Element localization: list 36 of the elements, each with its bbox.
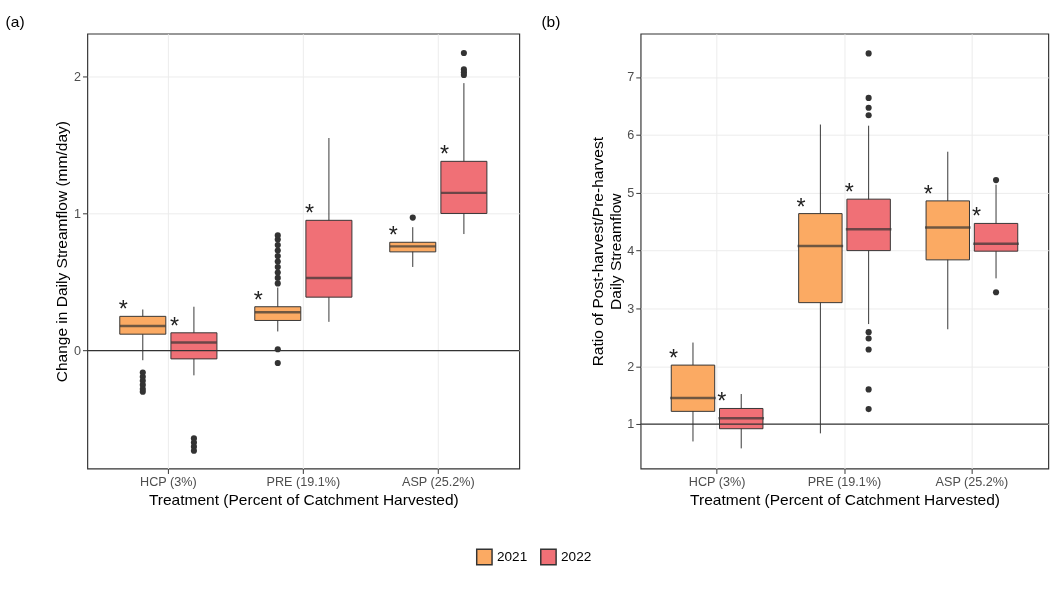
annotation: * <box>923 180 933 207</box>
annotation: * <box>118 296 128 323</box>
y-tick-label: 1 <box>627 417 635 432</box>
y-tick-label: 3 <box>627 301 635 316</box>
chart-title: (a) <box>5 12 25 30</box>
legend-label: 2022 <box>561 548 592 564</box>
annotation: * <box>796 193 806 220</box>
x-tick-label: ASP (25.2%) <box>401 474 475 489</box>
y-tick-label: 4 <box>627 243 635 258</box>
y-tick-label: 2 <box>627 359 635 374</box>
annotation: * <box>169 312 180 339</box>
annotation: * <box>972 203 982 230</box>
y-axis-title: Ratio of Post-harvest/Pre-harvest Daily Streamflow <box>589 136 624 367</box>
x-tick-label: HCP (3%) <box>688 474 746 489</box>
annotation: * <box>717 388 727 415</box>
annotation: * <box>669 345 679 372</box>
x-tick-label: PRE (19.1%) <box>266 474 341 489</box>
x-axis-title: Treatment (Percent of Catchment Harvested) <box>690 491 1000 509</box>
y-axis-title: Change in Daily Streamflow (mm/day) <box>53 121 71 383</box>
x-axis-title: Treatment (Percent of Catchment Harvested) <box>148 491 459 509</box>
y-tick-label: 2 <box>74 69 82 84</box>
y-tick-label: 5 <box>627 186 635 201</box>
annotation: * <box>253 286 263 313</box>
x-tick-label: PRE (19.1%) <box>807 474 882 489</box>
legend-label: 2021 <box>497 548 528 564</box>
y-tick-label: 6 <box>627 128 635 143</box>
annotation: * <box>388 222 398 249</box>
annotation: * <box>304 200 315 227</box>
y-tick-label: 0 <box>74 344 82 359</box>
y-tick-label: 1 <box>74 206 82 221</box>
x-tick-label: HCP (3%) <box>140 474 197 489</box>
annotation: * <box>844 179 854 206</box>
chart-title: (b) <box>541 12 561 30</box>
y-tick-label: 7 <box>627 70 635 85</box>
annotation: * <box>439 141 450 168</box>
x-tick-label: ASP (25.2%) <box>935 474 1009 489</box>
